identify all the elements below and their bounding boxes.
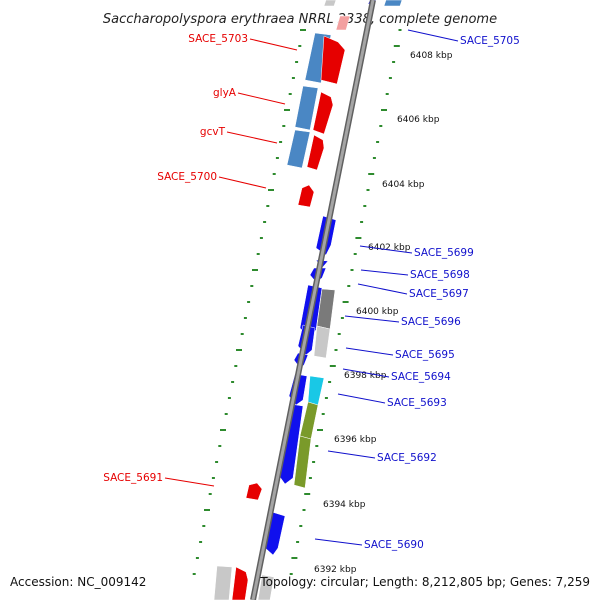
scale-label: 6394 kbp bbox=[323, 500, 366, 510]
gene-label: SACE_5705 bbox=[460, 35, 520, 47]
map-title: Saccharopolyspora erythraea NRRL 2338, c… bbox=[103, 12, 497, 27]
gene-label: SACE_5695 bbox=[395, 349, 455, 361]
label-leader bbox=[249, 38, 298, 51]
gene-label: SACE_5694 bbox=[391, 371, 451, 383]
feature-lightgray bbox=[313, 325, 331, 359]
label-leader bbox=[342, 368, 390, 378]
gene-arrow-forward bbox=[297, 184, 315, 208]
feature-lightgray bbox=[213, 565, 233, 600]
gene-arrow-forward bbox=[320, 35, 346, 85]
scale-label: 6404 kbp bbox=[382, 180, 425, 190]
feature-tracks bbox=[213, 0, 403, 600]
label-leader bbox=[237, 92, 286, 105]
scale-label: 6392 kbp bbox=[314, 565, 357, 575]
gene-labels: SACE_5703 glyA gcvT SACE_5700 SACE_5691 SACE_… bbox=[103, 29, 520, 551]
gene-label: SACE_5700 bbox=[157, 171, 217, 183]
feature-olive bbox=[293, 435, 312, 489]
gene-block bbox=[335, 15, 351, 31]
scale-labels: 6408 kbp 6406 kbp 6404 kbp 6402 kbp 6400 kbp… bbox=[314, 51, 453, 575]
scale-label: 6398 kbp bbox=[344, 371, 387, 381]
gene-arrow-forward bbox=[306, 134, 325, 171]
gene-block bbox=[383, 0, 403, 7]
gene-label: SACE_5690 bbox=[364, 539, 424, 551]
scale-label: 6402 kbp bbox=[368, 243, 411, 253]
scale-label: 6408 kbp bbox=[410, 51, 453, 61]
gene-block-blue bbox=[286, 129, 311, 169]
gene-label: SACE_5691 bbox=[103, 472, 163, 484]
feature-cyan bbox=[307, 375, 325, 406]
gene-label: SACE_5697 bbox=[409, 288, 469, 300]
feature-lightgray bbox=[257, 574, 275, 600]
gene-arrow-forward bbox=[245, 482, 263, 501]
gene-label: SACE_5699 bbox=[414, 247, 474, 259]
label-leader bbox=[337, 393, 386, 404]
gene-arrow-forward bbox=[231, 566, 249, 600]
label-leader bbox=[314, 538, 363, 546]
scale-label: 6396 kbp bbox=[334, 435, 377, 445]
label-leader bbox=[359, 245, 413, 254]
gene-block-blue bbox=[294, 85, 319, 131]
gene-arrow-forward bbox=[312, 91, 334, 135]
tick-tracks bbox=[192, 29, 402, 575]
scale-label: 6400 kbp bbox=[356, 307, 399, 317]
label-leader bbox=[357, 283, 408, 295]
gene-label: SACE_5698 bbox=[410, 269, 470, 281]
gene-label: SACE_5693 bbox=[387, 397, 447, 409]
backbone bbox=[250, 0, 376, 600]
gene-label: gcvT bbox=[200, 126, 226, 138]
label-leader bbox=[345, 347, 394, 356]
label-leader bbox=[407, 29, 459, 42]
label-leader bbox=[360, 269, 409, 276]
gene-block bbox=[323, 0, 337, 7]
gene-label: SACE_5703 bbox=[188, 33, 248, 45]
topology-text: Topology: circular; Length: 8,212,805 bp… bbox=[259, 575, 590, 589]
gene-label: SACE_5696 bbox=[401, 316, 461, 328]
label-leader bbox=[226, 131, 278, 144]
label-leader bbox=[218, 176, 267, 189]
scale-label: 6406 kbp bbox=[397, 115, 440, 125]
label-leader bbox=[164, 477, 215, 487]
label-leader bbox=[344, 315, 400, 323]
gene-label: SACE_5692 bbox=[377, 452, 437, 464]
label-leader bbox=[327, 450, 376, 459]
gene-label: glyA bbox=[213, 87, 237, 99]
accession-text: Accession: NC_009142 bbox=[10, 575, 146, 589]
